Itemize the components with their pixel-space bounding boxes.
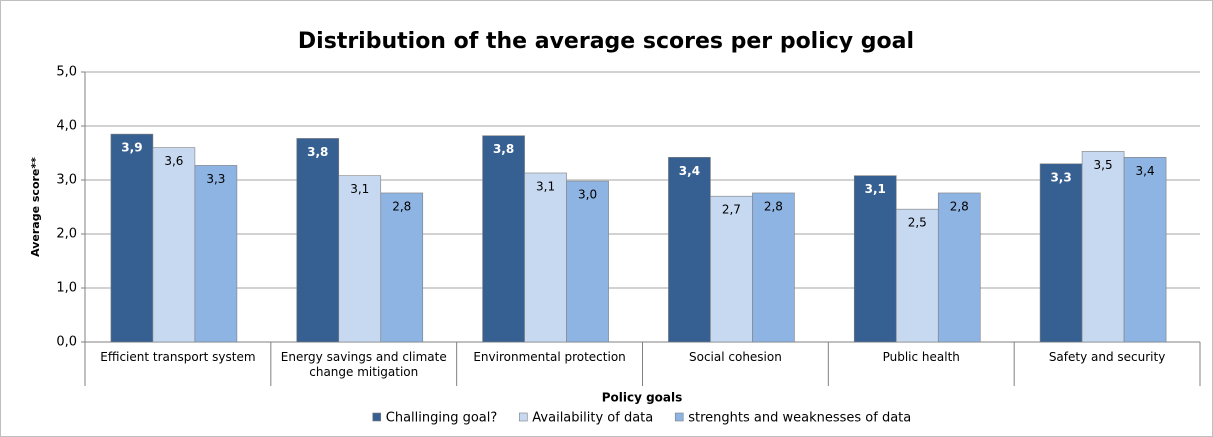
y-tick-label: 0,0 <box>56 335 77 350</box>
data-label: 3,1 <box>536 179 555 193</box>
bar <box>853 175 897 343</box>
bar <box>380 192 424 343</box>
x-tick-label: Safety and security <box>1048 350 1166 364</box>
data-label: 3,4 <box>1136 164 1155 178</box>
x-tick-label-box: Safety and security <box>1048 350 1166 364</box>
bar <box>752 192 795 343</box>
bar <box>482 135 525 343</box>
data-label: 3,5 <box>1094 158 1113 172</box>
data-label: 3,8 <box>493 142 514 156</box>
y-tick-label: 1,0 <box>56 281 77 296</box>
legend: Challinging goal? Availability of data str… <box>372 411 911 426</box>
legend-label: Availability of data <box>532 411 653 426</box>
data-label: 3,9 <box>121 141 142 155</box>
legend-label: Challinging goal? <box>386 411 498 426</box>
data-label: 2,8 <box>764 199 783 213</box>
data-label: 3,6 <box>164 154 183 168</box>
x-tick-label-box: Public health <box>882 350 960 364</box>
y-tick-label: 5,0 <box>56 65 77 80</box>
legend-swatch <box>674 412 684 422</box>
bar <box>194 165 238 343</box>
x-tick-label: Environmental protection <box>473 350 626 364</box>
legend-swatch <box>372 412 382 422</box>
x-tick-label-box: Social cohesion <box>688 350 782 364</box>
bar <box>152 147 196 343</box>
data-label: 3,3 <box>206 172 225 186</box>
bar <box>338 175 382 343</box>
bar <box>524 172 567 343</box>
x-tick-label: Social cohesion <box>688 350 782 364</box>
data-label: 3,4 <box>679 164 700 178</box>
bar <box>566 180 609 343</box>
bar <box>296 138 340 343</box>
data-label: 2,8 <box>950 199 969 213</box>
bar <box>1039 163 1083 343</box>
x-axis-title: Policy goals <box>602 391 683 405</box>
data-label: 2,7 <box>722 203 741 217</box>
chart-title: Distribution of the average scores per p… <box>298 29 914 54</box>
data-label: 3,3 <box>1050 170 1071 184</box>
x-tick-label: Energy savings and climate change mitiga… <box>280 350 447 379</box>
legend-swatch <box>518 412 528 422</box>
data-label: 2,8 <box>392 199 411 213</box>
y-tick-label: 2,0 <box>56 227 77 242</box>
bar <box>710 195 753 343</box>
bar <box>1081 151 1125 343</box>
data-label: 3,8 <box>307 145 328 159</box>
bar <box>668 157 711 343</box>
x-tick-label-box: Energy savings and climate change mitiga… <box>280 350 447 379</box>
legend-label: strenghts and weaknesses of data <box>688 411 911 426</box>
y-tick-label: 4,0 <box>56 119 77 134</box>
data-label: 3,1 <box>865 182 886 196</box>
x-tick-label: Public health <box>882 350 960 364</box>
x-tick-label: Efficient transport system <box>100 350 256 364</box>
data-label: 3,0 <box>578 188 597 202</box>
bar <box>110 133 154 343</box>
data-label: 2,5 <box>908 216 927 230</box>
bar <box>937 192 981 343</box>
x-tick-label-box: Efficient transport system <box>100 350 256 364</box>
bar <box>1123 157 1167 343</box>
y-tick-label: 3,0 <box>56 173 77 188</box>
data-label: 3,1 <box>350 182 369 196</box>
y-axis-title: Average score** <box>29 157 42 257</box>
x-tick-label-box: Environmental protection <box>473 350 626 364</box>
